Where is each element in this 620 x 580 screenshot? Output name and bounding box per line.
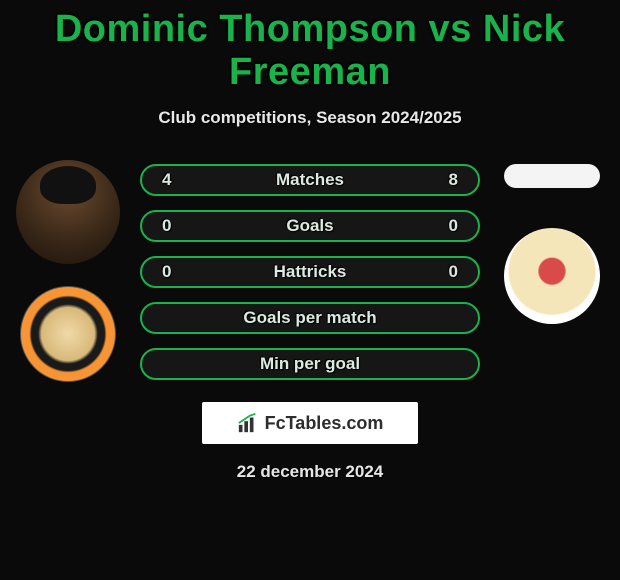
stat-right-value: 0 <box>449 262 458 282</box>
player1-club-badge <box>20 286 116 382</box>
page-title: Dominic Thompson vs Nick Freeman <box>8 0 612 94</box>
stat-row: 4 Matches 8 <box>140 164 480 196</box>
stat-left-value: 0 <box>162 262 171 282</box>
stat-right-value: 8 <box>449 170 458 190</box>
player2-avatar <box>504 164 600 188</box>
left-player-column <box>8 160 128 382</box>
stat-row: Min per goal <box>140 348 480 380</box>
brand-logo[interactable]: FcTables.com <box>202 402 418 444</box>
stat-row: Goals per match <box>140 302 480 334</box>
stat-left-value: 0 <box>162 216 171 236</box>
stat-label: Matches <box>276 170 344 190</box>
stat-label: Goals <box>286 216 333 236</box>
stat-label: Min per goal <box>260 354 360 374</box>
stat-left-value: 4 <box>162 170 171 190</box>
stat-right-value: 0 <box>449 216 458 236</box>
stat-label: Goals per match <box>243 308 376 328</box>
page-subtitle: Club competitions, Season 2024/2025 <box>8 108 612 128</box>
right-player-column <box>492 160 612 324</box>
player2-club-badge <box>504 228 600 324</box>
footer: FcTables.com 22 december 2024 <box>8 402 612 482</box>
player1-avatar <box>16 160 120 264</box>
brand-text: FcTables.com <box>265 413 384 434</box>
footer-date: 22 december 2024 <box>237 462 384 482</box>
comparison-content: 4 Matches 8 0 Goals 0 0 Hattricks 0 Goals per mat… <box>8 160 612 382</box>
stat-row: 0 Hattricks 0 <box>140 256 480 288</box>
stat-label: Hattricks <box>274 262 347 282</box>
chart-icon <box>237 412 259 434</box>
stat-row: 0 Goals 0 <box>140 210 480 242</box>
stats-column: 4 Matches 8 0 Goals 0 0 Hattricks 0 Goals per mat… <box>140 160 480 380</box>
